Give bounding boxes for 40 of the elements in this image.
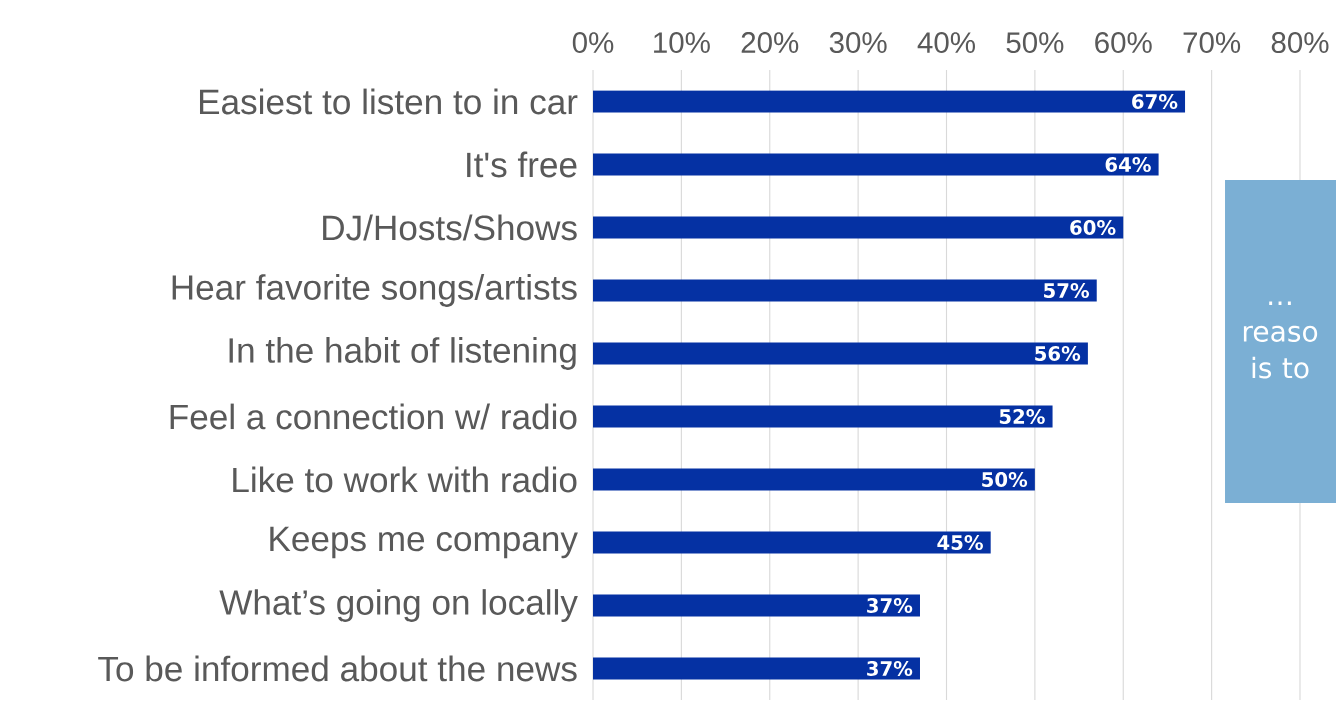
- y-tick-label: It's free: [467, 151, 577, 178]
- bar: [593, 342, 1088, 365]
- bar: [593, 468, 1035, 491]
- y-tick-label: To be informed about the news: [98, 655, 577, 682]
- data-label: 64%: [1105, 157, 1151, 172]
- bar: [593, 153, 1159, 176]
- y-tick-label: In the habit of listening: [229, 337, 576, 370]
- bar: [593, 216, 1124, 239]
- data-label: 45%: [937, 535, 983, 550]
- annotation: … reaso is to: [1243, 301, 1318, 379]
- y-tick-label: Keeps me company: [270, 526, 578, 559]
- data-label: 67%: [1132, 94, 1178, 109]
- data-label: 37%: [867, 598, 913, 613]
- data-label: 57%: [1044, 283, 1090, 298]
- y-tick-label: What’s going on locally: [219, 589, 578, 622]
- x-tick-label: 0%: [572, 32, 614, 54]
- x-tick-label: 60%: [1095, 32, 1152, 54]
- bar: [593, 531, 991, 554]
- data-label: 52%: [999, 409, 1045, 424]
- x-tick-label: 10%: [654, 32, 710, 54]
- x-tick-label: 50%: [1006, 32, 1064, 54]
- y-tick-label: Easiest to listen to in car: [199, 88, 578, 115]
- data-label: 56%: [1035, 346, 1081, 361]
- x-tick-label: 30%: [829, 32, 887, 54]
- bar: [593, 90, 1186, 113]
- bar: [593, 405, 1053, 428]
- y-tick-label: Like to work with radio: [233, 466, 577, 493]
- y-tick-label: Feel a connection w/ radio: [170, 403, 577, 430]
- data-label: 50%: [982, 472, 1028, 487]
- x-tick-label: 40%: [917, 32, 975, 54]
- x-tick-label: 70%: [1183, 32, 1241, 54]
- x-tick-label: 80%: [1271, 32, 1329, 54]
- bar: [593, 594, 920, 617]
- data-label: 60%: [1070, 220, 1116, 235]
- data-label: 37%: [867, 661, 913, 676]
- x-tick-label: 20%: [741, 32, 799, 54]
- bar: [593, 279, 1097, 302]
- y-tick-label: Hear favorite songs/artists: [172, 274, 577, 307]
- bar: [593, 657, 920, 680]
- y-tick-label: DJ/Hosts/Shows: [323, 214, 577, 241]
